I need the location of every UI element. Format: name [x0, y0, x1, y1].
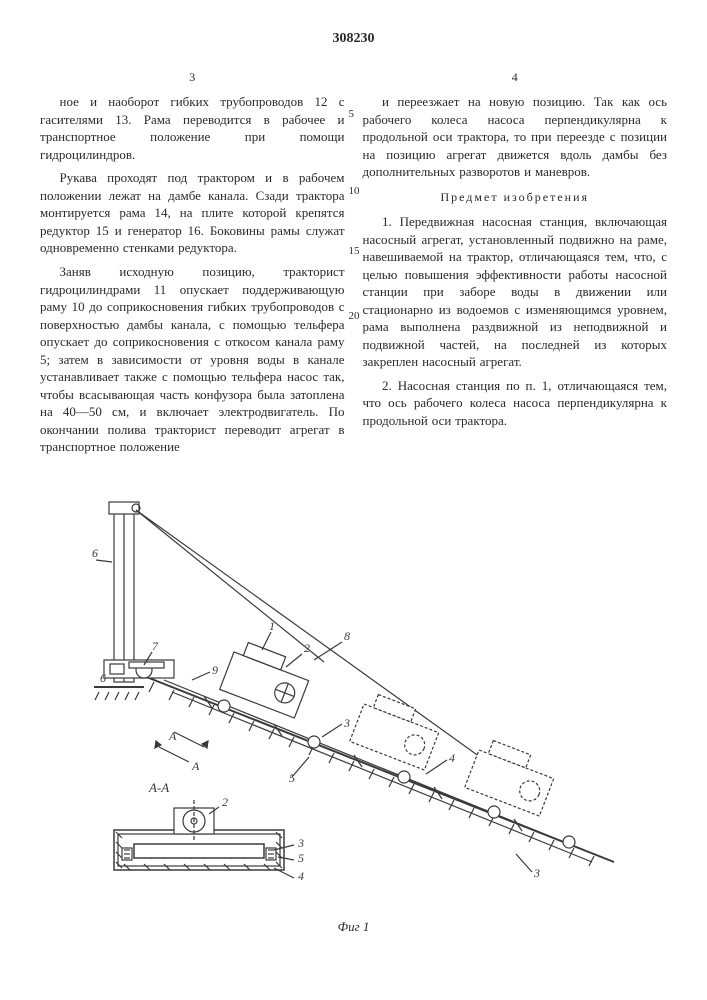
para-l2: Рукава проходят под трактором и в рабоче…: [40, 169, 345, 257]
right-column: 4 и переезжает на новую позицию. Так как…: [363, 69, 668, 462]
svg-text:9: 9: [212, 663, 218, 677]
svg-text:7: 7: [152, 639, 159, 653]
svg-text:2: 2: [304, 641, 310, 655]
svg-text:А-А: А-А: [148, 780, 169, 795]
svg-text:8: 8: [344, 629, 350, 643]
svg-text:2: 2: [222, 795, 228, 809]
svg-text:3: 3: [297, 836, 304, 850]
svg-text:А: А: [191, 759, 200, 773]
figure-1: А А 2 1 8 9 7 6 6 3 4 5: [40, 482, 667, 936]
section-title: Предмет изобретения: [363, 189, 668, 205]
svg-text:3: 3: [533, 866, 540, 880]
figure-label: Фиг 1: [40, 918, 667, 936]
line-marker-10: 10: [349, 184, 360, 199]
svg-text:6: 6: [100, 671, 106, 685]
svg-text:4: 4: [298, 869, 304, 883]
line-marker-15: 15: [349, 244, 360, 259]
svg-text:4: 4: [449, 751, 455, 765]
right-col-number: 4: [363, 69, 668, 85]
para-r-top: и переезжает на новую позицию. Так как о…: [363, 93, 668, 181]
text-columns: 3 ное и наоборот гибких трубопроводов 12…: [40, 69, 667, 462]
svg-text:6: 6: [92, 546, 98, 560]
svg-text:3: 3: [343, 716, 350, 730]
svg-text:А: А: [168, 729, 177, 743]
line-marker-20: 20: [349, 309, 360, 324]
left-col-number: 3: [40, 69, 345, 85]
document-number: 308230: [40, 30, 667, 49]
svg-text:1: 1: [269, 619, 275, 633]
para-l1: ное и наоборот гибких трубопроводов 12 с…: [40, 93, 345, 163]
para-l3: Заняв исходную позицию, тракторист гидро…: [40, 263, 345, 456]
svg-text:5: 5: [289, 771, 295, 785]
claim-1: 1. Передвижная насосная станция, включаю…: [363, 213, 668, 371]
diagram-svg: А А 2 1 8 9 7 6 6 3 4 5: [74, 482, 634, 912]
svg-text:5: 5: [298, 851, 304, 865]
claim-2: 2. Насосная станция по п. 1, отличающаяс…: [363, 377, 668, 430]
line-marker-5: 5: [349, 107, 355, 122]
left-column: 3 ное и наоборот гибких трубопроводов 12…: [40, 69, 345, 462]
